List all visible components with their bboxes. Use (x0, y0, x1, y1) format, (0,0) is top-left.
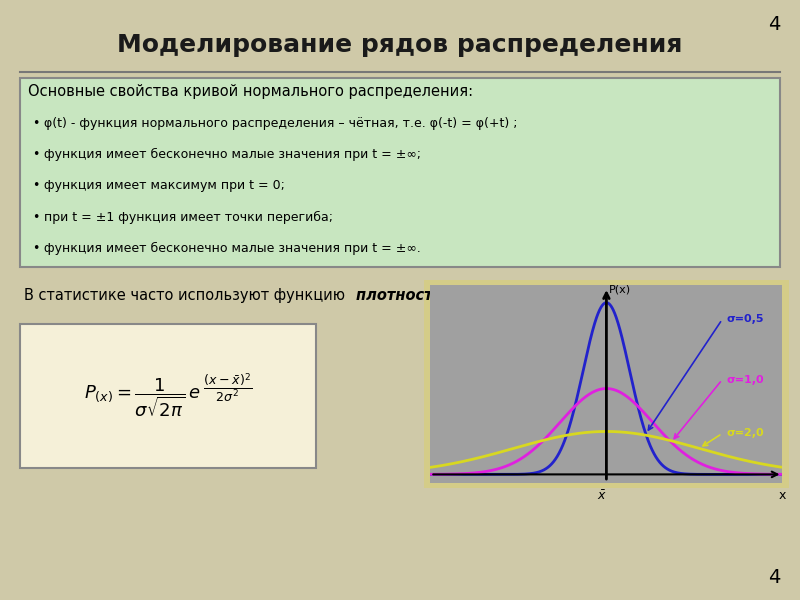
Text: Основные свойства кривой нормального распределения:: Основные свойства кривой нормального рас… (28, 84, 473, 99)
Text: 4: 4 (768, 568, 780, 587)
Text: x: x (778, 490, 786, 502)
Text: $\bar{x}$: $\bar{x}$ (597, 490, 606, 503)
Text: •: • (32, 117, 39, 130)
Text: •: • (32, 242, 39, 255)
Text: •: • (32, 148, 39, 161)
Text: 4: 4 (768, 15, 780, 34)
Text: функция имеет бесконечно малые значения при t = ±∞.: функция имеет бесконечно малые значения … (44, 242, 421, 255)
Text: $P_{(x)} = \dfrac{1}{\sigma\sqrt{2\pi}}\, e^{\;\dfrac{(x-\bar{x})^2}{2\sigma^2}}: $P_{(x)} = \dfrac{1}{\sigma\sqrt{2\pi}}\… (84, 372, 252, 420)
FancyBboxPatch shape (424, 280, 789, 488)
FancyBboxPatch shape (20, 324, 316, 468)
Text: P(x): P(x) (609, 285, 631, 295)
Text: σ=1,0: σ=1,0 (727, 374, 765, 385)
Text: •: • (32, 179, 39, 193)
Text: σ=0,5: σ=0,5 (727, 314, 764, 325)
Text: σ=2,0: σ=2,0 (727, 428, 765, 439)
FancyBboxPatch shape (20, 78, 780, 267)
Text: плотности распределения:: плотности распределения: (356, 288, 586, 303)
Text: функция имеет бесконечно малые значения при t = ±∞;: функция имеет бесконечно малые значения … (44, 148, 421, 161)
Text: В статистике часто используют функцию: В статистике часто используют функцию (24, 288, 350, 303)
FancyBboxPatch shape (430, 285, 782, 483)
Text: •: • (32, 211, 39, 224)
Text: Моделирование рядов распределения: Моделирование рядов распределения (118, 33, 682, 57)
Text: φ(t) - функция нормального распределения – чётная, т.е. φ(-t) = φ(+t) ;: φ(t) - функция нормального распределения… (44, 117, 518, 130)
Text: функция имеет максимум при t = 0;: функция имеет максимум при t = 0; (44, 179, 285, 193)
Text: при t = ±1 функция имеет точки перегиба;: при t = ±1 функция имеет точки перегиба; (44, 211, 333, 224)
